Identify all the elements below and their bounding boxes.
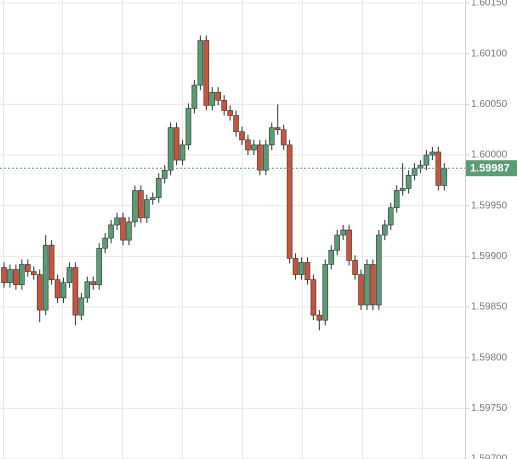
candle-body [42, 244, 49, 311]
candle-body [24, 264, 31, 272]
candle-body [227, 110, 233, 116]
candle-body [328, 249, 335, 265]
candle-body [274, 127, 281, 130]
candle-body [435, 151, 442, 186]
candle-body [352, 260, 358, 275]
candle-body [60, 282, 67, 299]
candle-body [251, 144, 257, 151]
candle-body [191, 84, 198, 109]
candle-body [257, 144, 263, 171]
candle-body [370, 264, 376, 306]
candle-body [364, 264, 370, 306]
candle-body [108, 224, 114, 239]
candle-body [203, 40, 210, 106]
candle-body [387, 207, 394, 226]
candle-body [393, 190, 400, 209]
y-tick-label: 1.60050 [471, 99, 508, 110]
candle-body [310, 279, 317, 316]
candle-body [13, 269, 19, 286]
candle-body [376, 234, 382, 306]
y-tick-label: 1.59900 [471, 251, 508, 262]
candle-body [358, 274, 364, 306]
candle-body [405, 174, 412, 189]
candle-body [161, 169, 168, 179]
candle-body [167, 127, 174, 171]
candle-body [316, 314, 323, 321]
last-price-label: 1.59987 [470, 163, 510, 175]
candle-body [84, 281, 91, 299]
candle-body [399, 188, 406, 191]
y-tick-label: 1.59950 [471, 200, 508, 211]
candle-body [423, 154, 430, 166]
y-tick-label: 1.59800 [471, 352, 508, 363]
y-tick-label: 1.59750 [471, 403, 508, 414]
candle-body [96, 247, 102, 286]
candle-body [340, 229, 346, 236]
candle-body [304, 262, 311, 280]
candle-body [185, 108, 192, 146]
candle-body [179, 144, 186, 161]
candle-body [239, 131, 245, 141]
y-tick-label: 1.60000 [471, 150, 508, 161]
candle-body [286, 144, 293, 259]
candle-body [48, 244, 55, 280]
candle-body [126, 221, 132, 241]
candle-body [411, 167, 418, 176]
candle-body [144, 199, 150, 219]
last-price-box [466, 160, 517, 177]
candle-body [19, 264, 25, 286]
candle-body [132, 190, 138, 223]
candle-body [173, 127, 180, 161]
candle-body [215, 91, 221, 101]
candle-body [209, 91, 216, 106]
candle-body [7, 269, 13, 283]
candle-body [245, 139, 251, 151]
candle-body [322, 264, 329, 321]
y-tick-label: 1.60100 [471, 48, 508, 59]
candle-body [138, 190, 144, 219]
candle-body [221, 100, 227, 111]
vertical-grid [3, 0, 423, 459]
candle-body [280, 129, 287, 146]
candle-body [346, 229, 352, 261]
y-tick-label: 1.60150 [471, 0, 508, 9]
candle-body [54, 279, 61, 299]
candle-body [114, 217, 120, 226]
candle-body [268, 127, 275, 146]
candle-body [292, 258, 299, 275]
candle-body [298, 262, 305, 275]
candle-body [149, 197, 156, 200]
candle-body [1, 267, 7, 283]
candle-body [90, 281, 97, 286]
candle-body [429, 151, 436, 156]
candle-body [120, 217, 126, 241]
candle-body [102, 237, 108, 249]
candle-body [381, 224, 388, 236]
candle-body [334, 234, 341, 251]
candle-body [233, 115, 239, 133]
candle-body [441, 167, 448, 186]
y-tick-label: 1.59700 [471, 454, 508, 459]
candle-body [155, 178, 162, 198]
candle-body [72, 267, 79, 316]
candle-body [66, 267, 73, 283]
candle-body [262, 144, 269, 171]
candle-body [197, 40, 204, 86]
candle-body [78, 297, 85, 316]
candle-body [36, 274, 43, 311]
candle-body [30, 271, 37, 275]
y-tick-label: 1.59850 [471, 302, 508, 313]
